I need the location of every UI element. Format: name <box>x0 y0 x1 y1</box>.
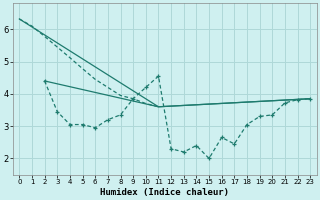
X-axis label: Humidex (Indice chaleur): Humidex (Indice chaleur) <box>100 188 229 197</box>
